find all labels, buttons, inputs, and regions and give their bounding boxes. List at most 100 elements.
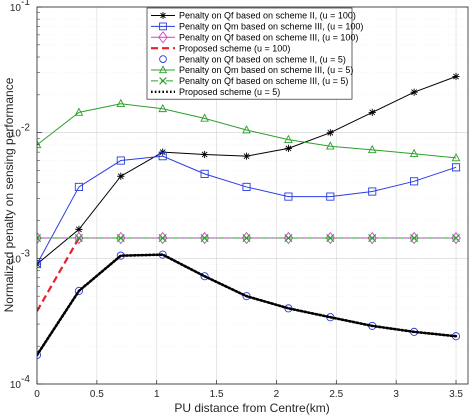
legend-label: Penalty on Qm based on scheme III, (u = … <box>179 22 363 32</box>
data-point <box>325 141 335 150</box>
data-point <box>368 234 377 243</box>
legend-label: Penalty on Qf based on scheme II, (u = 5… <box>179 54 346 64</box>
x-tick-label: 2 <box>274 389 280 400</box>
legend-entry: Penalty on Qm based on scheme III, (u = … <box>151 22 363 32</box>
data-point <box>410 234 419 243</box>
x-tick-label: 1.5 <box>210 389 224 400</box>
data-point <box>200 234 209 243</box>
x-axis-label: PU distance from Centre(km) <box>174 401 329 415</box>
data-point <box>74 107 84 116</box>
data-point <box>367 231 377 245</box>
legend-label: Penalty on Qf based on scheme II, (u = 1… <box>179 11 356 21</box>
data-point <box>242 152 251 160</box>
data-point <box>75 225 83 233</box>
data-point <box>242 182 251 191</box>
y-tick-label: 10 <box>10 3 22 14</box>
legend-label: Penalty on Qf based on scheme III, (u = … <box>179 33 358 43</box>
data-point <box>451 152 461 162</box>
legend-entry: Penalty on Qm based on scheme III, (u = … <box>151 65 353 75</box>
data-point <box>241 231 252 245</box>
legend-entry: Penalty on Qf based on scheme III, (u = … <box>151 76 348 86</box>
series-line <box>37 155 457 265</box>
data-point <box>326 234 335 243</box>
series-7 <box>37 234 461 243</box>
axis-ticks: 0 0.5 1 1.5 2 2.5 3 3.510-410-310-210-1 <box>10 0 464 400</box>
data-point <box>159 12 167 19</box>
data-point <box>367 144 377 154</box>
legend-entry: Penalty on Qf based on scheme II, (u = 5… <box>159 54 346 64</box>
data-point <box>410 88 418 96</box>
data-point <box>410 177 419 186</box>
series-4 <box>37 237 80 312</box>
data-point <box>74 286 83 296</box>
legend-box <box>146 7 353 100</box>
x-tick-label: 3 <box>393 389 399 400</box>
series-8 <box>37 253 458 357</box>
y-tick-label-exponent: -4 <box>21 374 30 385</box>
data-point <box>158 31 168 44</box>
data-point <box>284 234 293 243</box>
data-point <box>201 150 209 159</box>
legend: Penalty on Qf based on scheme II, (u = 1… <box>146 7 363 100</box>
data-point <box>284 134 293 143</box>
series-6 <box>37 98 461 162</box>
data-point <box>159 77 167 85</box>
series-line <box>37 253 458 357</box>
data-point <box>158 152 167 161</box>
data-point <box>37 139 42 149</box>
data-point <box>325 231 336 245</box>
legend-label: Penalty on Qf based on scheme III, (u = … <box>179 76 348 86</box>
data-point <box>200 169 209 178</box>
data-point <box>37 234 42 243</box>
data-point <box>74 182 83 191</box>
y-tick-label: 10 <box>10 129 22 140</box>
data-point <box>74 234 83 243</box>
x-tick-label: 2.5 <box>329 389 343 400</box>
series-layer <box>37 72 461 360</box>
y-tick-label: 10 <box>10 380 22 391</box>
data-point <box>159 22 167 31</box>
data-point <box>368 187 377 196</box>
series-line <box>37 237 80 312</box>
legend-entry: Proposed scheme (u = 5) <box>151 87 280 97</box>
series-2 <box>37 152 461 269</box>
data-point <box>74 231 84 245</box>
data-point <box>326 192 335 201</box>
data-point <box>158 65 168 74</box>
data-point <box>157 231 168 245</box>
data-point <box>199 231 210 245</box>
data-point <box>159 55 167 63</box>
legend-label: Proposed scheme (u = 5) <box>179 87 280 97</box>
data-point <box>451 163 461 172</box>
plot-frame <box>36 6 469 385</box>
data-point <box>283 231 294 245</box>
y-tick-label-exponent: -2 <box>21 123 30 134</box>
data-point <box>158 234 167 243</box>
data-point <box>368 108 376 116</box>
y-tick-label-exponent: -1 <box>21 0 30 8</box>
data-point <box>116 98 126 108</box>
x-tick-label: 0 <box>34 389 40 400</box>
legend-entry: Proposed scheme (u = 100) <box>151 43 290 53</box>
data-point <box>284 144 293 152</box>
x-tick-label: 3.5 <box>449 389 463 400</box>
x-tick-label: 1 <box>154 389 160 400</box>
data-point <box>242 125 251 134</box>
y-tick-label-exponent: -3 <box>21 248 30 259</box>
data-point <box>242 234 251 243</box>
data-point <box>326 129 334 137</box>
data-point <box>409 231 419 245</box>
legend-entry: Penalty on Qf based on scheme II, (u = 1… <box>151 11 356 21</box>
data-point <box>116 231 126 245</box>
data-point <box>37 231 42 245</box>
data-point <box>158 103 168 113</box>
data-point <box>452 234 461 243</box>
data-point <box>200 272 209 281</box>
y-tick-label: 10 <box>10 254 22 265</box>
data-point <box>117 172 125 180</box>
data-point <box>452 72 460 81</box>
data-point <box>409 148 419 158</box>
x-tick-label: 0.5 <box>90 389 104 400</box>
legend-entry: Penalty on Qf based on scheme III, (u = … <box>151 31 358 44</box>
